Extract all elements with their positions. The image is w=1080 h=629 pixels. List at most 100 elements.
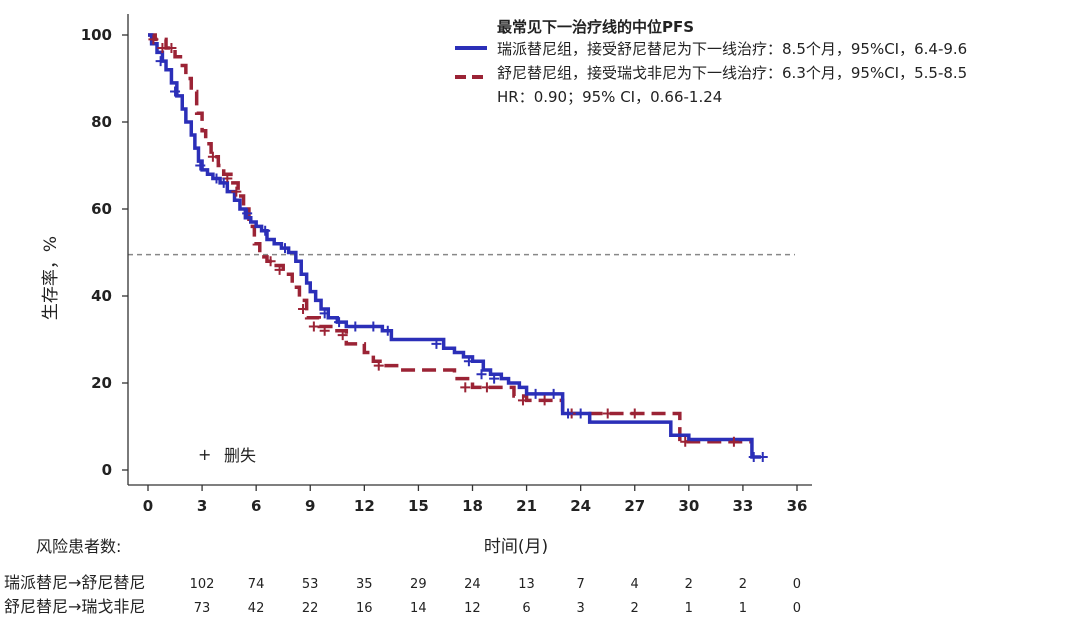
risk-table: 风险患者数: 瑞派替尼→舒尼替尼 舒尼替尼→瑞戈非尼 102 74 53 35 29 24… [4,537,801,616]
x-tick-label: 24 [570,497,591,515]
legend-title: 最常见下一治疗线的中位PFS [497,18,694,36]
censor-mark-series-1 [748,451,759,462]
risk-count: 6 [522,601,530,616]
risk-count: 7 [576,577,584,592]
risk-count: 53 [302,577,319,592]
risk-table-counts: 102 74 53 35 29 24 13 7 4 2 2 073 42 22 16 14 12 6 3 2 1 1 0 [190,577,801,616]
censor-mark-series-2 [274,264,285,275]
censor-mark-series-1 [319,308,330,319]
censor-mark-series-1 [382,325,393,336]
survival-curves [148,33,761,459]
censor-mark-series-2 [460,382,471,393]
x-tick-label: 30 [678,497,699,515]
risk-count: 1 [739,601,747,616]
censor-mark-series-1 [463,356,474,367]
x-tick-label: 27 [624,497,645,515]
censor-legend: + 删失 [198,445,256,465]
risk-count: 2 [685,577,693,592]
censor-mark-series-2 [319,325,330,336]
risk-count: 102 [190,577,215,592]
censor-mark-series-2 [680,436,691,447]
legend-entry-series-1: 瑞派替尼组，接受舒尼替尼为下一线治疗：8.5个月，95%CI，6.4-9.6 [497,40,967,58]
survival-curve-series-2 [148,33,752,444]
y-tick-label: 40 [91,287,112,305]
censor-mark-series-1 [431,338,442,349]
risk-count: 14 [410,601,427,616]
risk-count: 0 [793,601,801,616]
censor-mark-series-2 [629,408,640,419]
x-axis-label: 时间(月) [484,537,548,557]
x-tick-label: 3 [197,497,207,515]
y-tick-label: 100 [81,26,112,44]
censor-mark-series-2 [337,330,348,341]
censor-mark-series-1 [476,369,487,380]
risk-row-label-1: 瑞派替尼→舒尼替尼 [4,573,145,592]
x-tick-label: 21 [516,497,537,515]
hazard-ratio-text: HR：0.90；95% CI，0.66-1.24 [497,88,722,106]
censor-mark-series-2 [265,256,276,267]
risk-count: 0 [793,577,801,592]
censor-mark-series-1 [757,451,768,462]
x-tick-label: 15 [408,497,429,515]
censor-mark-series-1 [334,317,345,328]
censor-mark-series-2 [373,360,384,371]
censor-mark-series-2 [602,408,613,419]
risk-count: 2 [739,577,747,592]
y-axis-label: 生存率，% [41,236,61,320]
risk-count: 24 [464,577,481,592]
censor-mark-series-2 [231,186,242,197]
x-tick-label: 0 [143,497,153,515]
censor-mark-series-1 [530,388,541,399]
risk-table-title: 风险患者数: [36,537,121,556]
legend: 最常见下一治疗线的中位PFS 瑞派替尼组，接受舒尼替尼为下一线治疗：8.5个月，… [455,18,967,106]
censor-marks [148,34,768,462]
x-tick-label: 12 [354,497,375,515]
x-tick-label: 33 [732,497,753,515]
x-tick-label: 18 [462,497,483,515]
y-tick-label: 0 [102,461,112,479]
survival-curve-series-1 [148,33,761,459]
risk-count: 74 [248,577,265,592]
y-tick-label: 80 [91,113,112,131]
censor-mark-series-1 [368,321,379,332]
censor-mark-series-1 [260,225,271,236]
risk-count: 42 [248,601,265,616]
censor-mark-series-2 [157,43,168,54]
censor-mark-series-1 [563,408,574,419]
y-tick-label: 20 [91,374,112,392]
censor-mark-series-2 [308,321,319,332]
risk-count: 4 [631,577,639,592]
censor-mark-series-1 [218,177,229,188]
censor-mark-series-1 [489,373,500,384]
risk-count: 3 [576,601,584,616]
censor-mark-series-2 [481,382,492,393]
censor-mark-series-2 [148,34,159,45]
risk-row-label-2: 舒尼替尼→瑞戈非尼 [4,597,145,616]
risk-count: 1 [685,601,693,616]
censor-mark-series-1 [548,388,559,399]
censor-mark-series-2 [728,436,739,447]
risk-count: 2 [631,601,639,616]
risk-count: 35 [356,577,373,592]
censor-mark-series-1 [155,56,166,67]
risk-count: 73 [194,601,211,616]
risk-count: 22 [302,601,319,616]
censor-mark-series-2 [298,304,309,315]
censor-mark-series-1 [211,173,222,184]
legend-entry-series-2: 舒尼替尼组，接受瑞戈非尼为下一线治疗：6.3个月，95%CI，5.5-8.5 [497,64,967,82]
censor-mark-series-1 [195,160,206,171]
censor-mark-series-2 [166,43,177,54]
x-tick-label: 36 [787,497,808,515]
censor-mark-series-2 [539,395,550,406]
risk-count: 13 [518,577,535,592]
y-tick-label: 60 [91,200,112,218]
x-tick-label: 6 [251,497,261,515]
censor-legend-symbol: + [198,445,211,464]
censor-mark-series-1 [575,408,586,419]
censor-mark-series-1 [280,243,291,254]
risk-count: 12 [464,601,481,616]
censor-mark-series-1 [350,321,361,332]
censor-legend-label: 删失 [224,446,256,465]
